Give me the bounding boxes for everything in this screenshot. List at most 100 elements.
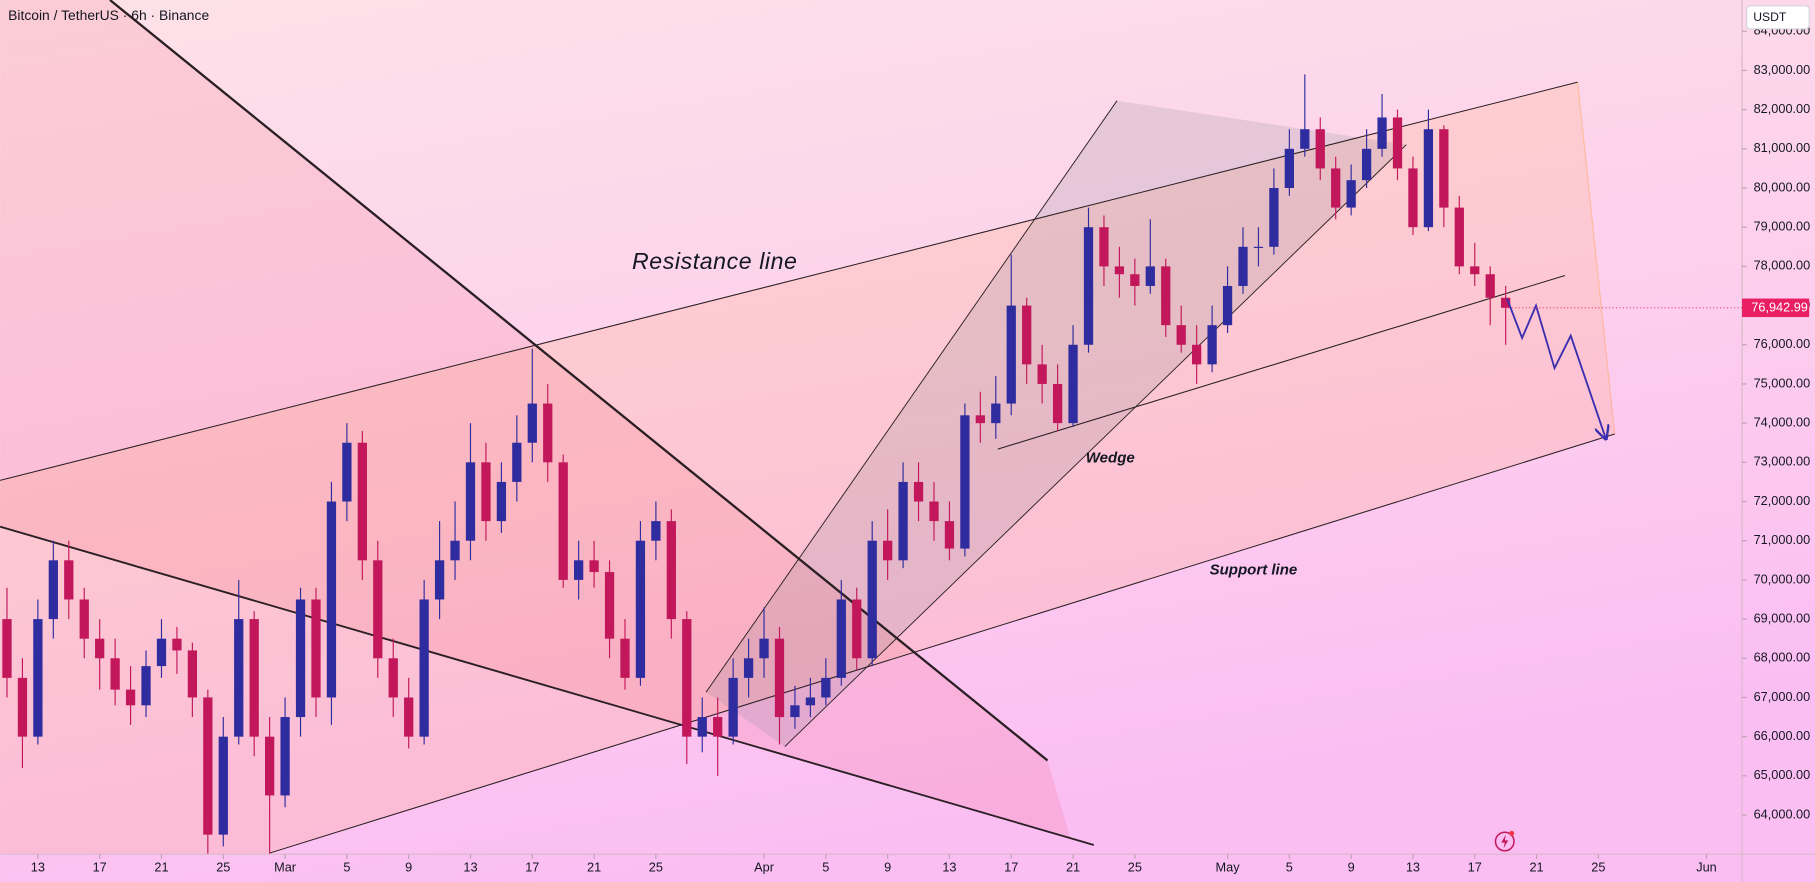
candle-body [295, 599, 306, 718]
y-tick-label: 81,000.00 [1754, 140, 1811, 155]
x-tick-label: 21 [587, 859, 601, 874]
x-tick-label: 17 [1468, 859, 1482, 874]
x-tick-label: Mar [274, 859, 297, 874]
candle-body [141, 666, 151, 706]
candle-body [1114, 266, 1125, 275]
y-tick-label: 71,000.00 [1754, 532, 1811, 547]
candle-body [1284, 148, 1294, 189]
candle-body [867, 540, 877, 659]
candle-body [1176, 325, 1186, 345]
currency-button[interactable] [1746, 5, 1810, 30]
candle-body [48, 560, 58, 620]
candle-body [342, 442, 352, 502]
x-tick-label: 25 [216, 859, 230, 874]
candle-body [713, 717, 723, 737]
candle-body [1253, 246, 1264, 248]
x-tick-label: Apr [754, 859, 775, 874]
candle-body [1300, 129, 1310, 149]
candle-body [265, 736, 275, 796]
last-price-label: 76,942.99 [1751, 300, 1808, 315]
x-tick-label: 25 [1128, 859, 1142, 874]
lightning-icon[interactable] [1494, 830, 1515, 852]
candle-body [450, 540, 460, 561]
candle-body [1130, 274, 1140, 286]
candle-body [682, 619, 692, 737]
y-tick-label: 70,000.00 [1754, 571, 1811, 586]
x-tick-label: 21 [154, 859, 168, 874]
candle-body [1331, 168, 1341, 208]
y-tick-label: 79,000.00 [1754, 219, 1811, 234]
candle-body [79, 599, 89, 639]
candle-body [821, 677, 831, 698]
candle-body [1454, 207, 1464, 267]
candle-body [1238, 246, 1248, 286]
candle-body [929, 501, 939, 522]
annotation: Wedge [1086, 449, 1135, 466]
candle-body [1423, 129, 1434, 228]
candle-body [512, 442, 522, 482]
candle-body [388, 658, 398, 698]
candle-body [944, 521, 955, 549]
icon-ring[interactable] [1494, 831, 1515, 852]
y-tick-label: 75,000.00 [1754, 375, 1811, 390]
support-line [269, 433, 1615, 854]
candle-body [898, 481, 908, 561]
x-tick-label: May [1216, 859, 1241, 874]
wedge-upper [705, 100, 1118, 693]
wedge-zone [706, 100, 1407, 747]
wedge-base [997, 274, 1566, 450]
candle-body [975, 415, 985, 424]
candle-body [311, 599, 321, 698]
candle-body [1145, 266, 1155, 286]
candle-body [527, 403, 537, 443]
candle-body [234, 619, 244, 737]
falling-resistance [109, 0, 1049, 762]
symbol-title: Bitcoin / TetherUS · 6h · Binance [8, 7, 209, 23]
candle-body [64, 560, 74, 600]
time-axis: 13 17 21 25 Mar 5 9 13 17 21 25 Apr 5 9 13 17 21 25 May 5 9 1… [31, 854, 1717, 874]
candle-body [496, 481, 507, 522]
resistance-line [0, 81, 1578, 481]
candle-body [852, 599, 862, 659]
annotation: Support line [1210, 562, 1298, 579]
y-tick-label: 73,000.00 [1754, 454, 1811, 469]
candle-body [883, 540, 893, 561]
candle-body [728, 677, 738, 737]
candle-body [2, 619, 12, 678]
candle-body [172, 638, 182, 651]
y-tick-label: 69,000.00 [1754, 610, 1811, 625]
annotation: Resistance line [632, 248, 797, 274]
candle-body [326, 501, 337, 698]
candle-body [1192, 344, 1202, 365]
currency-label[interactable]: USDT [1753, 10, 1787, 24]
candle-body [357, 442, 367, 561]
candle-body [218, 736, 228, 835]
candle-body [1439, 129, 1449, 208]
candle-body [249, 619, 259, 737]
candle-body [1207, 325, 1217, 365]
icon-bolt[interactable] [1501, 834, 1509, 849]
candle-body [836, 599, 846, 678]
y-tick-label: 72,000.00 [1754, 493, 1811, 508]
candle-body [373, 560, 383, 659]
candle-body [666, 521, 676, 620]
candle-body [1315, 129, 1325, 169]
icon-dot[interactable] [1509, 830, 1515, 836]
candle-body [1346, 180, 1356, 208]
candle-body [465, 462, 476, 541]
candle-body [558, 462, 568, 580]
candle-body [589, 560, 599, 573]
candle-body [774, 638, 785, 718]
x-tick-label: 5 [822, 859, 829, 874]
y-tick-label: 66,000.00 [1754, 728, 1811, 743]
x-tick-label: 13 [31, 859, 45, 874]
candle-body [574, 560, 584, 580]
candle-body [33, 619, 43, 737]
candle-body [1222, 285, 1233, 326]
candle-body [620, 638, 630, 678]
candle-body [805, 697, 816, 706]
candle-body [1361, 148, 1372, 181]
x-tick-label: 5 [343, 859, 350, 874]
